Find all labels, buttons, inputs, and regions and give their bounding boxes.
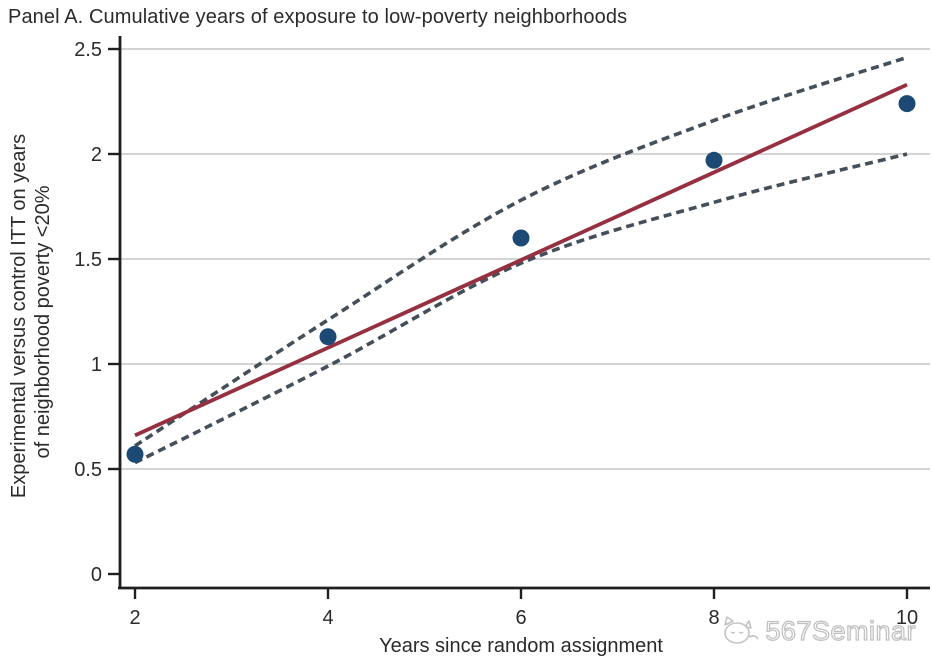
ci-upper-curve (134, 55, 908, 448)
y-tick-label: 0.5 (74, 459, 102, 481)
y-tick-label: 1 (91, 354, 102, 376)
ci-lower-curve (134, 152, 908, 465)
y-tick-label: 1.5 (74, 249, 102, 271)
watermark: 567Seminar (720, 613, 916, 649)
fit-line (134, 82, 908, 438)
x-tick-label: 2 (129, 607, 140, 629)
y-tick-label: 2.5 (74, 39, 102, 61)
data-point (126, 445, 144, 463)
x-tick-label: 10 (896, 607, 918, 629)
x-axis-label: Years since random assignment (379, 635, 663, 657)
y-tick-label: 2 (91, 144, 102, 166)
data-point (898, 95, 916, 113)
cat-logo-icon (724, 616, 760, 644)
data-point (512, 229, 530, 247)
data-point (319, 328, 337, 346)
y-axis-label-line1: Experimental versus control ITT on years (8, 134, 30, 498)
x-tick-label: 6 (515, 607, 526, 629)
x-tick-label: 8 (708, 607, 719, 629)
y-axis-label-line2: of neighborhood poverty <20% (32, 185, 54, 458)
watermark-text: 567Seminar (765, 615, 916, 646)
x-tick-label: 4 (322, 607, 333, 629)
chart-title: Panel A. Cumulative years of exposure to… (8, 6, 628, 28)
y-tick-label: 0 (91, 564, 102, 586)
data-point (705, 151, 723, 169)
